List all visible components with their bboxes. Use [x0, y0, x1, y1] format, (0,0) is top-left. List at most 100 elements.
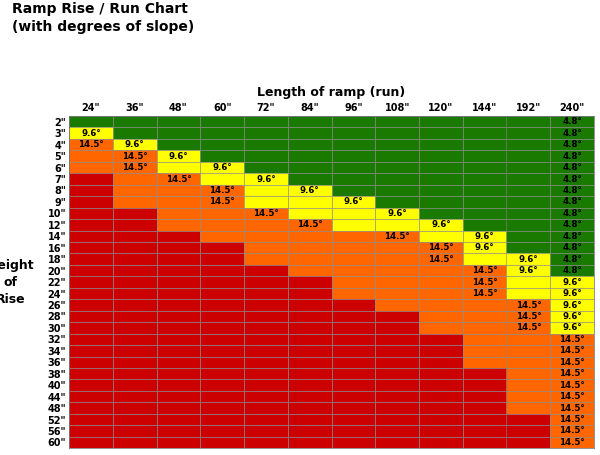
Bar — [200, 368, 244, 379]
Bar — [419, 414, 463, 425]
Text: 14.5°: 14.5° — [122, 152, 148, 161]
Bar — [506, 414, 550, 425]
Text: 4.8°: 4.8° — [562, 197, 582, 207]
Text: 4.8°: 4.8° — [562, 232, 582, 241]
Bar — [113, 127, 157, 139]
Bar — [506, 322, 550, 334]
Bar — [331, 311, 375, 322]
Bar — [200, 127, 244, 139]
Text: 14.5°: 14.5° — [515, 324, 541, 333]
Bar — [288, 116, 331, 127]
Text: 14.5°: 14.5° — [122, 163, 148, 172]
Text: 4.8°: 4.8° — [562, 255, 582, 264]
Bar — [200, 379, 244, 391]
Bar — [157, 299, 200, 311]
Bar — [550, 414, 594, 425]
Bar — [200, 231, 244, 242]
Bar — [506, 196, 550, 207]
Bar — [375, 231, 419, 242]
Bar — [419, 288, 463, 299]
Bar — [200, 162, 244, 173]
Text: 9.6°: 9.6° — [431, 220, 451, 229]
Text: 14.5°: 14.5° — [559, 404, 585, 413]
Bar — [244, 425, 288, 437]
Bar — [113, 414, 157, 425]
Bar — [463, 173, 506, 185]
Bar — [113, 219, 157, 231]
Bar — [288, 265, 331, 276]
Text: 4.8°: 4.8° — [562, 243, 582, 252]
Text: 14.5°: 14.5° — [209, 186, 235, 195]
Bar — [157, 357, 200, 368]
Bar — [69, 173, 113, 185]
Bar — [463, 437, 506, 448]
Bar — [375, 196, 419, 207]
Bar — [200, 265, 244, 276]
Bar — [157, 265, 200, 276]
Bar — [550, 425, 594, 437]
Bar — [157, 207, 200, 219]
Bar — [419, 299, 463, 311]
Bar — [113, 276, 157, 288]
Bar — [113, 207, 157, 219]
Bar — [157, 391, 200, 402]
Bar — [550, 116, 594, 127]
Bar — [506, 437, 550, 448]
Bar — [506, 391, 550, 402]
Bar — [463, 185, 506, 196]
Text: 14.5°: 14.5° — [78, 140, 104, 149]
Bar — [113, 253, 157, 265]
Bar — [506, 231, 550, 242]
Text: 9.6°: 9.6° — [125, 140, 145, 149]
Text: 9.6°: 9.6° — [562, 300, 582, 309]
Bar — [244, 437, 288, 448]
Bar — [331, 425, 375, 437]
Bar — [244, 276, 288, 288]
Bar — [331, 219, 375, 231]
Bar — [69, 402, 113, 414]
Bar — [463, 116, 506, 127]
Bar — [550, 207, 594, 219]
Bar — [419, 379, 463, 391]
Bar — [113, 196, 157, 207]
Bar — [157, 288, 200, 299]
Bar — [288, 219, 331, 231]
Bar — [550, 311, 594, 322]
Text: 14.5°: 14.5° — [559, 415, 585, 424]
Bar — [331, 253, 375, 265]
Bar — [550, 357, 594, 368]
Bar — [200, 322, 244, 334]
Bar — [331, 334, 375, 345]
Text: 4.8°: 4.8° — [562, 220, 582, 229]
Bar — [244, 345, 288, 357]
Bar — [69, 242, 113, 253]
Bar — [200, 345, 244, 357]
Bar — [463, 276, 506, 288]
Bar — [463, 265, 506, 276]
Bar — [244, 151, 288, 162]
Bar — [506, 379, 550, 391]
Bar — [375, 437, 419, 448]
Text: 14.5°: 14.5° — [166, 175, 191, 183]
Bar — [375, 299, 419, 311]
Bar — [419, 265, 463, 276]
Bar — [69, 127, 113, 139]
Bar — [331, 391, 375, 402]
Bar — [288, 357, 331, 368]
Bar — [113, 334, 157, 345]
Bar — [200, 116, 244, 127]
Bar — [288, 276, 331, 288]
Bar — [506, 311, 550, 322]
Bar — [331, 116, 375, 127]
Bar — [288, 242, 331, 253]
X-axis label: Length of ramp (run): Length of ramp (run) — [257, 86, 406, 99]
Text: 9.6°: 9.6° — [475, 232, 494, 241]
Text: 14.5°: 14.5° — [472, 266, 497, 275]
Bar — [506, 276, 550, 288]
Bar — [288, 151, 331, 162]
Bar — [69, 162, 113, 173]
Bar — [331, 127, 375, 139]
Bar — [244, 391, 288, 402]
Bar — [331, 437, 375, 448]
Bar — [200, 425, 244, 437]
